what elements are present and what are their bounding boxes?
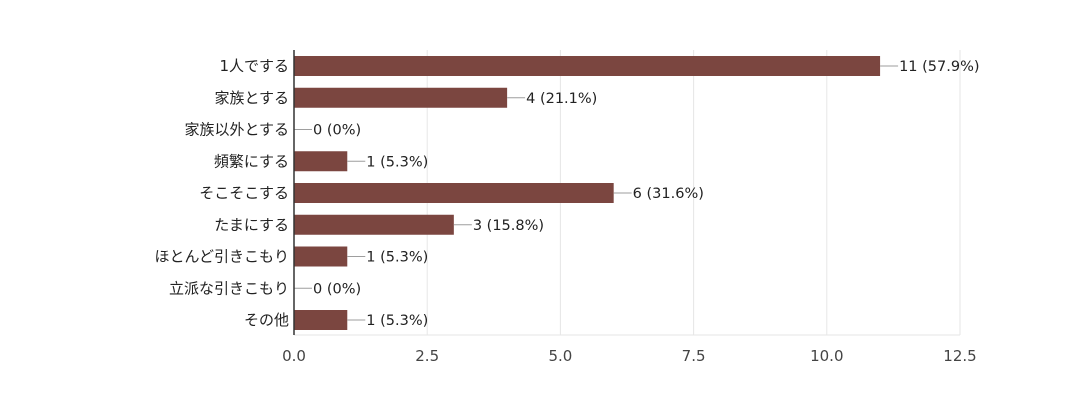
x-tick-label: 12.5 [943, 347, 976, 365]
x-tick-label: 0.0 [282, 347, 306, 365]
data-label: 0 (0%) [313, 123, 361, 139]
bar [294, 151, 348, 172]
labels: 0.0 2.5 5.0 7.5 10.0 12.5 11 (57.9%) 1人でする 4 (21… [154, 57, 979, 365]
bar [294, 183, 614, 203]
category-label: 家族とする [214, 89, 289, 107]
bar [294, 246, 348, 267]
category-label: 立派な引きこもり [169, 279, 289, 297]
category-label: 頻繁にする [214, 152, 289, 170]
data-label: 11 (57.9%) [899, 59, 979, 75]
data-label: 1 (5.3%) [366, 154, 428, 170]
grid-lines [294, 50, 961, 336]
data-label: 3 (15.8%) [473, 218, 544, 234]
x-tick-label: 7.5 [682, 347, 706, 365]
data-label: 0 (0%) [313, 281, 361, 297]
bar [294, 56, 881, 76]
data-label: 1 (5.3%) [366, 313, 428, 329]
x-tick-label: 2.5 [415, 347, 439, 365]
category-label: たまにする [214, 216, 289, 234]
bar [294, 87, 508, 108]
x-tick-label: 5.0 [548, 347, 572, 365]
category-label: そこそこする [199, 184, 289, 202]
data-label: 6 (31.6%) [633, 186, 704, 202]
bar [294, 214, 454, 235]
x-tick-label: 10.0 [810, 347, 843, 365]
category-label: その他 [244, 311, 289, 329]
category-label: 1人でする [219, 57, 289, 75]
bars [294, 56, 899, 330]
category-label: ほとんど引きこもり [154, 248, 289, 266]
data-label: 1 (5.3%) [366, 250, 428, 266]
category-label: 家族以外とする [184, 121, 289, 139]
bar [294, 310, 348, 330]
data-label: 4 (21.1%) [526, 91, 597, 107]
